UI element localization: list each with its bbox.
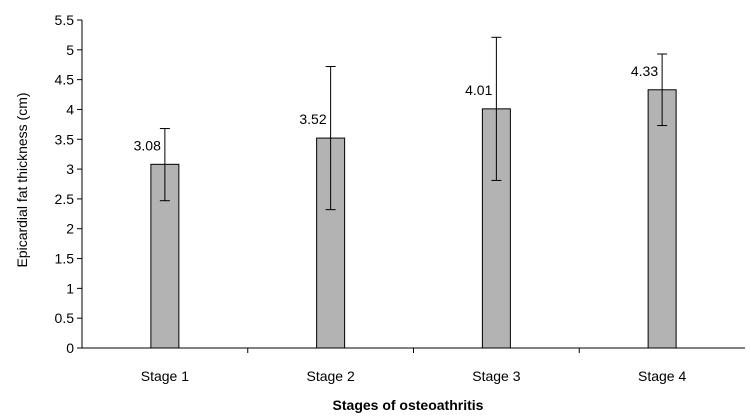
x-tick-label: Stage 2 [306,368,354,384]
x-axis-title: Stages of osteoathritis [333,397,484,413]
x-tick-label: Stage 4 [638,368,686,384]
y-tick-label: 4 [66,101,74,117]
x-tick-label: Stage 1 [141,368,189,384]
y-tick-label: 5 [66,42,74,58]
y-tick-label: 0 [66,340,74,356]
y-tick-label: 3 [66,161,74,177]
y-tick-label: 2.5 [55,191,75,207]
y-tick-label: 3.5 [55,131,75,147]
y-tick-label: 5.5 [55,12,75,28]
x-tick-label: Stage 3 [472,368,520,384]
y-tick-label: 0.5 [55,310,75,326]
y-tick-label: 4.5 [55,72,75,88]
data-label: 4.33 [631,63,658,79]
y-tick-label: 1 [66,280,74,296]
data-label: 3.52 [299,111,326,127]
y-tick-label: 2 [66,221,74,237]
y-axis-title: Epicardial fat thickness (cm) [14,92,30,267]
plot-area: 0 0.5 1 1.5 2 2.5 3 3.5 4 4.5 5 5.5 3.08 Stage 1 3.52 S… [55,12,745,384]
data-label: 4.01 [465,82,492,98]
bar [647,89,677,349]
y-tick-label: 1.5 [55,251,75,267]
data-label: 3.08 [134,137,161,153]
